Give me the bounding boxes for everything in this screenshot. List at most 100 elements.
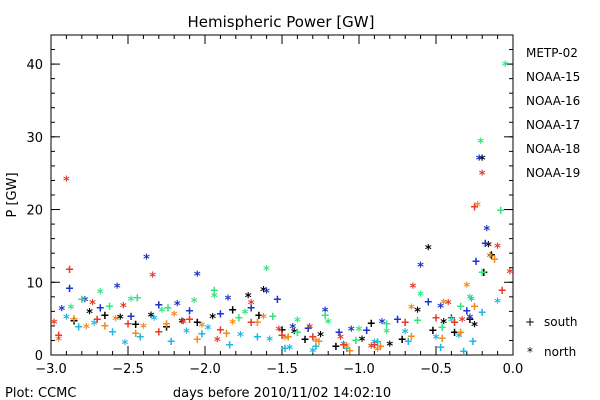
point-noaa-16-south: + xyxy=(198,327,206,342)
point-noaa-18-north: * xyxy=(83,322,91,337)
point-metp-02-south: + xyxy=(70,314,78,329)
point-noaa-17-south: + xyxy=(497,204,505,219)
point-metp-02-south: + xyxy=(332,340,340,355)
y-tick-label: 10 xyxy=(26,276,43,291)
point-metp-02-north: * xyxy=(424,243,432,258)
point-noaa-15-north: * xyxy=(378,317,386,332)
marker-legend-south: south xyxy=(544,315,578,329)
point-metp-02-north: * xyxy=(440,317,448,332)
x-axis-label: days before 2010/11/02 14:02:10 xyxy=(173,386,391,400)
point-noaa-18-north: * xyxy=(474,200,482,215)
point-noaa-18-north: * xyxy=(139,321,147,336)
point-noaa-17-north: * xyxy=(158,305,166,320)
point-noaa-16-north: * xyxy=(309,346,317,361)
point-noaa-17-north: * xyxy=(263,264,271,279)
point-noaa-19-north: * xyxy=(247,298,255,313)
point-noaa-16-north: * xyxy=(150,313,158,328)
point-noaa-15-south: + xyxy=(335,326,343,341)
point-noaa-16-north: * xyxy=(121,338,129,353)
y-tick-label: 20 xyxy=(26,204,43,219)
x-tick-label: −1.5 xyxy=(266,362,298,377)
point-noaa-19-north: * xyxy=(213,335,221,350)
point-metp-02-south: + xyxy=(229,303,237,318)
point-noaa-19-north: * xyxy=(494,241,502,256)
point-noaa-19-south: + xyxy=(66,262,74,277)
point-noaa-15-south: + xyxy=(216,307,224,322)
point-noaa-16-north: * xyxy=(370,337,378,352)
point-noaa-19-south: + xyxy=(340,338,348,353)
point-noaa-17-north: * xyxy=(241,308,249,323)
point-noaa-19-north: * xyxy=(62,174,70,189)
point-noaa-19-south: + xyxy=(216,323,224,338)
point-noaa-19-south: + xyxy=(370,338,378,353)
point-noaa-15-south: + xyxy=(186,304,194,319)
y-tick-label: 0 xyxy=(35,349,43,364)
point-metp-02-south: + xyxy=(255,308,263,323)
point-noaa-16-north: * xyxy=(286,343,294,358)
point-noaa-19-south: + xyxy=(186,313,194,328)
point-metp-02-south: + xyxy=(101,308,109,323)
point-metp-02-north: * xyxy=(478,153,486,168)
point-metp-02-north: * xyxy=(209,312,217,327)
point-metp-02-south: + xyxy=(466,313,474,328)
point-noaa-17-north: * xyxy=(190,296,198,311)
point-noaa-16-south: + xyxy=(312,340,320,355)
point-noaa-18-north: * xyxy=(55,334,63,349)
point-noaa-19-north: * xyxy=(444,298,452,313)
point-metp-02-south: + xyxy=(367,316,375,331)
chart-title: Hemispheric Power [GW] xyxy=(188,13,375,31)
point-noaa-17-north: * xyxy=(355,324,363,339)
point-noaa-16-north: * xyxy=(266,334,274,349)
point-noaa-17-north: * xyxy=(417,289,425,304)
data-points: + ++ + ++ +++ ++++ ++++* * * * ** ** * * **** ***++++ + +… xyxy=(50,60,514,362)
point-noaa-15-north: * xyxy=(58,304,66,319)
point-noaa-16-north: * xyxy=(204,323,212,338)
point-noaa-17-north: * xyxy=(501,60,509,75)
point-noaa-17-north: * xyxy=(447,315,455,330)
point-noaa-16-north: * xyxy=(62,313,70,328)
point-noaa-15-south: + xyxy=(472,254,480,269)
point-noaa-17-south: + xyxy=(164,301,172,316)
point-noaa-18-south: + xyxy=(193,332,201,347)
point-metp-02-north: * xyxy=(116,313,124,328)
point-metp-02-south: + xyxy=(132,318,140,333)
point-noaa-15-north: * xyxy=(483,224,491,239)
x-axis: −3.0 −2.5 −2.0 −1.5 −1.0 −0.5 0.0 xyxy=(35,35,523,377)
point-metp-02-north: * xyxy=(414,305,422,320)
point-noaa-15-north: * xyxy=(321,305,329,320)
y-axis-label: P [GW] xyxy=(5,172,20,217)
point-noaa-19-south: + xyxy=(155,325,163,340)
point-noaa-15-north: * xyxy=(113,281,121,296)
point-metp-02-north: * xyxy=(178,316,186,331)
point-noaa-15-south: + xyxy=(394,313,402,328)
point-metp-02-north: * xyxy=(86,307,94,322)
point-noaa-17-south: + xyxy=(352,334,360,349)
point-noaa-16-north: * xyxy=(90,318,98,333)
point-noaa-15-south: + xyxy=(304,321,312,336)
point-noaa-18-south: + xyxy=(438,332,446,347)
point-metp-02-north: * xyxy=(386,340,394,355)
point-noaa-15-south: + xyxy=(247,301,255,316)
point-metp-02-south: + xyxy=(480,265,488,280)
point-noaa-18-north: * xyxy=(229,318,237,333)
point-noaa-17-north: * xyxy=(466,292,474,307)
point-noaa-18-north: * xyxy=(407,302,415,317)
point-noaa-16-south: + xyxy=(343,342,351,357)
x-tick-label: −1.0 xyxy=(343,362,375,377)
point-noaa-18-north: * xyxy=(343,341,351,356)
point-noaa-15-north: * xyxy=(263,286,271,301)
point-noaa-15-north: * xyxy=(173,299,181,314)
credit-label: Plot: CCMC xyxy=(5,386,76,400)
point-noaa-19-south: + xyxy=(93,313,101,328)
x-tick-label: −3.0 xyxy=(35,362,67,377)
point-noaa-17-south: + xyxy=(235,311,243,326)
point-noaa-16-south: + xyxy=(75,320,83,335)
point-noaa-15-south: + xyxy=(66,281,74,296)
point-noaa-19-south: + xyxy=(498,284,506,299)
point-noaa-17-north: * xyxy=(67,302,75,317)
point-noaa-19-south: + xyxy=(247,316,255,331)
point-noaa-18-south: + xyxy=(70,312,78,327)
legend-noaa-19: NOAA-19 xyxy=(526,166,580,180)
point-metp-02-south: + xyxy=(488,248,496,263)
point-noaa-18-south: + xyxy=(132,326,140,341)
